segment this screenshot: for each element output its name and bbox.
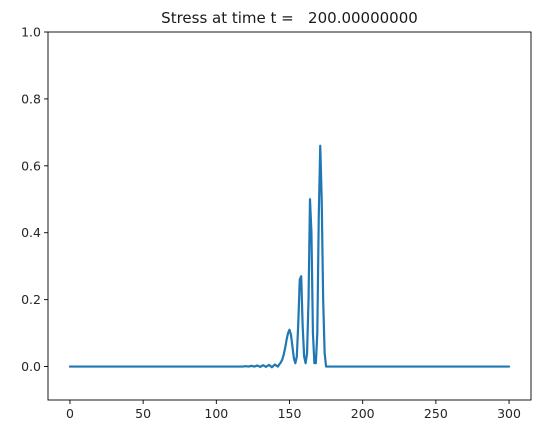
x-tick-label: 300	[497, 406, 521, 421]
ticks: 0 50 100 150 200 250 300 0.0 0.2 0.4 0.6 0.8 1.0	[21, 25, 521, 422]
y-tick-label: 0.4	[21, 225, 41, 240]
stress-series-line	[68, 144, 511, 369]
x-tick-label: 150	[278, 406, 302, 421]
x-tick-label: 200	[351, 406, 375, 421]
series-layer	[68, 144, 511, 369]
y-tick-label: 0.8	[21, 91, 41, 106]
y-tick-label: 0.6	[21, 158, 41, 173]
axes	[47, 31, 532, 401]
y-tick-label: 0.0	[21, 359, 41, 374]
plot-frame	[47, 31, 532, 401]
x-tick-label: 100	[204, 406, 228, 421]
y-tick-label: 1.0	[21, 25, 41, 40]
x-tick-label: 250	[424, 406, 448, 421]
chart-title: Stress at time t = 200.00000000	[161, 9, 418, 27]
x-tick-label: 50	[135, 406, 151, 421]
x-tick-label: 0	[66, 406, 74, 421]
y-tick-label: 0.2	[21, 292, 41, 307]
